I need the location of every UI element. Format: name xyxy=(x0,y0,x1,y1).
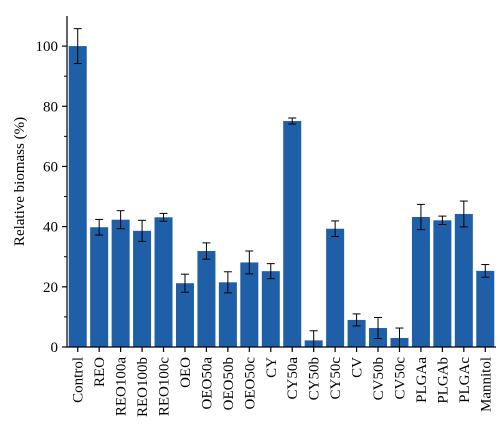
bar xyxy=(476,270,495,347)
error-bar xyxy=(266,263,275,280)
y-tick-label: 80 xyxy=(43,99,58,115)
x-tick-label: CY xyxy=(264,357,280,378)
x-ticks-group: Control REO REO100a REO100b REO100c OEO OEO50a… xyxy=(71,347,494,417)
bar xyxy=(283,121,302,347)
bar xyxy=(347,319,366,347)
x-tick-label: REO100c xyxy=(157,357,173,417)
bar xyxy=(411,217,430,347)
y-tick-label: 20 xyxy=(43,280,58,296)
error-bar xyxy=(288,117,297,125)
error-bar xyxy=(438,215,447,226)
x-tick-label: CV50c xyxy=(392,357,408,400)
bars-group xyxy=(68,46,495,347)
bar xyxy=(68,46,87,347)
bar xyxy=(240,262,259,347)
bar xyxy=(326,228,345,347)
x-tick-label: CY50b xyxy=(307,357,323,400)
bar xyxy=(433,220,452,347)
x-tick-label: REO100a xyxy=(114,357,130,417)
bar xyxy=(111,219,130,347)
error-bar xyxy=(245,250,254,275)
x-tick-label: Mannitol xyxy=(478,357,494,412)
x-tick-label: REO xyxy=(92,357,108,387)
y-ticks-group: 0 20 40 60 80 100 xyxy=(36,39,67,356)
bar xyxy=(133,230,152,347)
error-bar xyxy=(73,28,82,65)
y-tick-label: 100 xyxy=(36,39,59,55)
y-tick-label: 0 xyxy=(51,340,59,356)
x-tick-label: OEO50c xyxy=(242,357,258,410)
error-bar xyxy=(459,200,468,228)
bar xyxy=(90,227,109,347)
error-bar xyxy=(481,264,490,278)
x-tick-label: PLGAc xyxy=(457,357,473,403)
x-tick-label: OEO50a xyxy=(199,357,215,410)
error-bar xyxy=(202,242,211,260)
axes-group xyxy=(66,16,496,348)
error-bar xyxy=(180,273,189,293)
x-tick-label: Control xyxy=(71,357,87,403)
error-bar xyxy=(116,210,125,230)
x-tick-label: CY50c xyxy=(328,357,344,400)
bar xyxy=(154,217,173,347)
x-tick-label: CV50b xyxy=(371,357,387,400)
error-bar xyxy=(159,212,168,222)
x-tick-label: PLGAa xyxy=(414,357,430,403)
x-tick-label: PLGAb xyxy=(435,357,451,404)
bar xyxy=(197,251,216,347)
error-bar xyxy=(374,317,383,340)
bar xyxy=(454,213,473,347)
error-bar xyxy=(138,219,147,242)
x-tick-label: REO100b xyxy=(135,357,151,417)
error-bar xyxy=(331,220,340,238)
bar xyxy=(218,282,237,347)
error-bar xyxy=(416,203,425,231)
bar xyxy=(261,271,280,347)
error-bars-group xyxy=(73,28,490,348)
error-bar xyxy=(352,313,361,327)
bar xyxy=(175,283,194,347)
error-bar xyxy=(223,271,232,294)
y-axis-label: Relative biomass (%) xyxy=(12,117,28,246)
x-tick-label: CV xyxy=(350,357,366,378)
x-tick-label: OEO xyxy=(178,357,194,388)
x-tick-label: OEO50b xyxy=(221,357,237,410)
y-tick-label: 40 xyxy=(43,220,58,236)
error-bar xyxy=(95,218,104,236)
x-tick-label: CY50a xyxy=(285,357,301,400)
y-tick-label: 60 xyxy=(43,159,58,175)
